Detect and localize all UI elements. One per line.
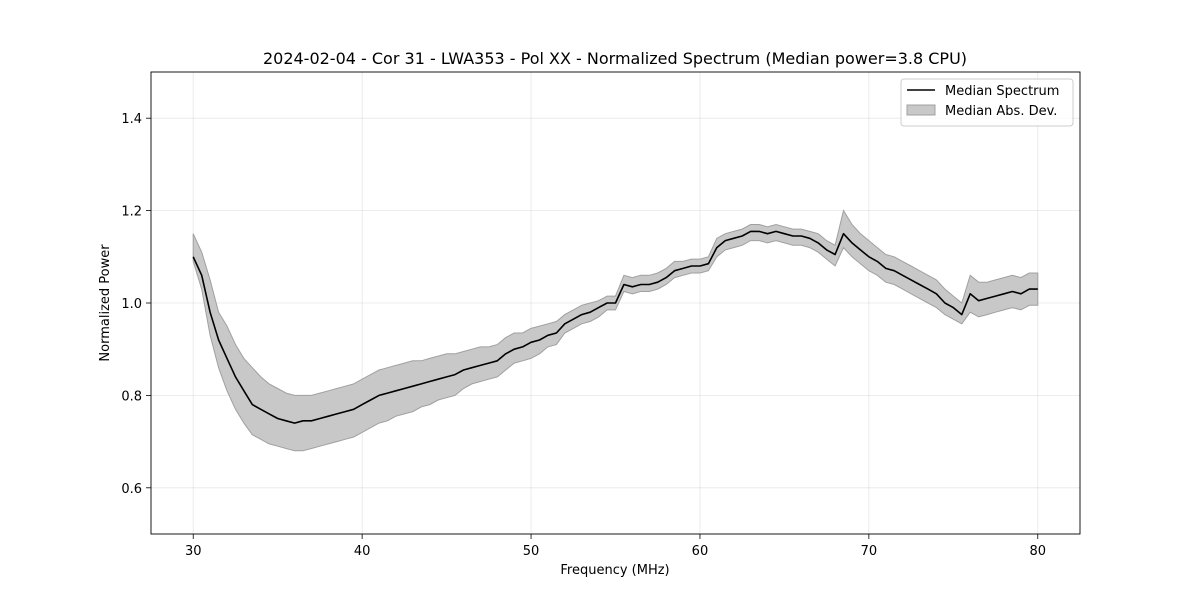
x-axis-label: Frequency (MHz) [560,563,669,578]
x-tick-label: 60 [692,544,709,559]
legend-band-swatch [906,104,936,116]
legend-label-median-spectrum: Median Spectrum [945,84,1059,99]
x-tick-label: 50 [523,544,540,559]
y-tick-label: 1.2 [121,205,142,220]
chart-title: 2024-02-04 - Cor 31 - LWA353 - Pol XX - … [263,49,967,68]
x-tick-label: 70 [861,544,878,559]
axis-ticks: 30 40 50 60 70 80 0.6 0.8 1.0 1.2 1.4 [121,112,1046,559]
median-spectrum-line [192,230,1038,424]
plot-area [192,209,1039,452]
x-tick-label: 30 [185,544,202,559]
legend-box [900,78,1074,127]
legend-label-median-abs-dev: Median Abs. Dev. [945,104,1057,119]
legend: Median Spectrum Median Abs. Dev. [900,78,1074,127]
median-abs-dev-band [192,209,1039,452]
y-tick-label: 1.4 [121,112,142,127]
y-tick-label: 0.8 [121,389,142,404]
y-tick-label: 0.6 [121,482,142,497]
y-axis-label: Normalized Power [98,244,113,362]
y-tick-label: 1.0 [121,297,142,312]
x-tick-label: 80 [1029,544,1046,559]
x-tick-label: 40 [354,544,371,559]
